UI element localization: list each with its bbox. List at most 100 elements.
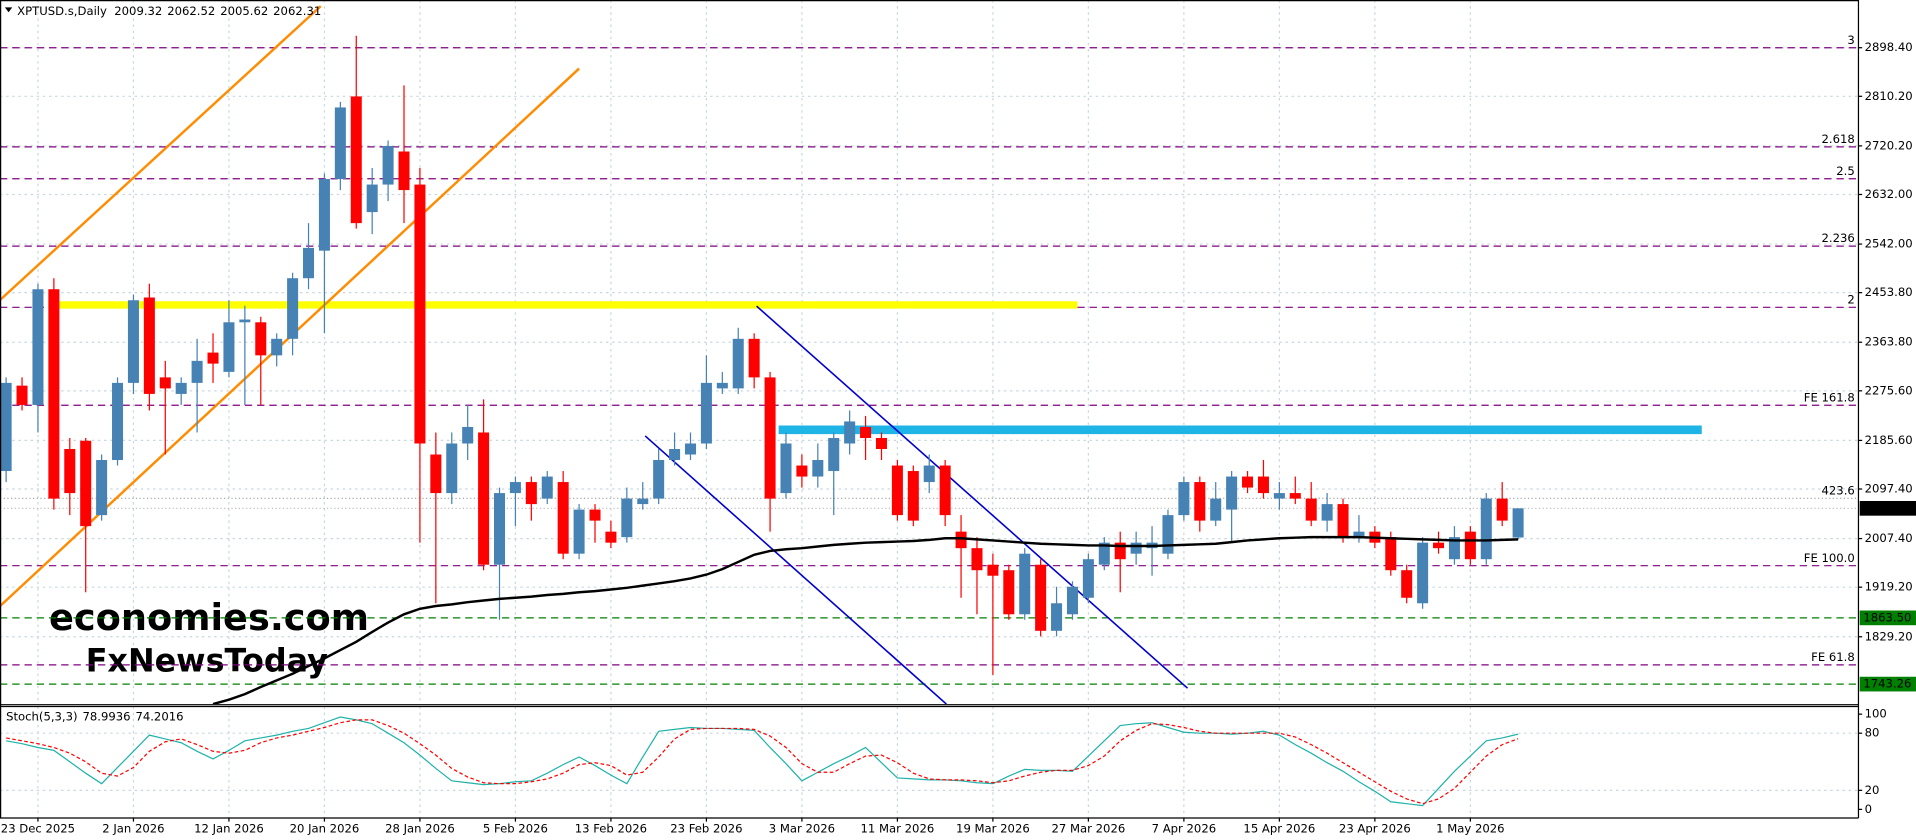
candle-body [1051, 603, 1063, 631]
candle-body [1226, 476, 1238, 510]
candle-body [1401, 570, 1413, 598]
x-tick-label: 23 Apr 2026 [1339, 821, 1411, 835]
y-tick-label: 2453.80 [1865, 285, 1913, 299]
candle-body [557, 482, 569, 554]
candle-body [1321, 504, 1333, 521]
candle-body [32, 289, 44, 405]
candle-body [112, 382, 124, 461]
candle-body [159, 377, 171, 389]
y-tick-label: 2007.40 [1865, 531, 1913, 545]
candle-body [1433, 542, 1445, 549]
level-label: 1743.26 [1863, 677, 1911, 691]
x-tick-label: 7 Apr 2026 [1152, 821, 1216, 835]
candle-body [987, 564, 999, 576]
watermark: FxNewsToday [86, 641, 328, 679]
x-tick-label: 12 Jan 2026 [194, 821, 264, 835]
candle-body [96, 460, 108, 516]
stochastic [6, 716, 1519, 807]
candle-body [80, 440, 92, 527]
candle-body [812, 460, 824, 477]
candle-body [430, 454, 442, 494]
candle-body [462, 426, 474, 444]
price-box [1859, 500, 1916, 516]
y-tick-label: 2363.80 [1865, 335, 1913, 349]
y-tick-label: 1829.20 [1865, 629, 1913, 643]
candle-body [828, 437, 840, 472]
level-label: 3 [1847, 33, 1854, 47]
candle-body [1496, 498, 1508, 521]
candle-body [1512, 508, 1524, 538]
channel-line [0, 5, 322, 301]
candle-body [669, 449, 681, 461]
candle-body [621, 498, 633, 538]
candle-body [939, 465, 951, 516]
candle-body [684, 443, 697, 455]
x-tick-label: 20 Jan 2026 [290, 821, 360, 835]
candle-body [732, 338, 744, 389]
candle-body [844, 421, 856, 444]
low-value: 2005.62 [220, 4, 268, 18]
candle-body [414, 184, 426, 444]
indicator-line [6, 716, 1519, 807]
x-tick-label: 1 May 2026 [1436, 821, 1504, 835]
channel-line [756, 305, 1189, 689]
candle-body [446, 443, 458, 494]
candle-body [764, 377, 776, 499]
candle-body [653, 460, 665, 499]
close-value: 2062.31 [273, 4, 321, 18]
candle-body [1194, 482, 1206, 521]
x-tick-label: 27 Mar 2026 [1052, 821, 1126, 835]
y-tick-label: 1919.20 [1865, 580, 1913, 594]
candle-body [573, 509, 585, 554]
indicator-line [6, 719, 1519, 805]
candle-body [478, 432, 490, 565]
candle-body [48, 289, 60, 499]
candle-body [955, 531, 967, 549]
candle-body [796, 465, 808, 477]
candle-body [1353, 531, 1365, 538]
candle-body [1130, 542, 1142, 554]
price-label: 2062.31 [1863, 501, 1911, 515]
candle-body [1464, 531, 1476, 560]
candle-body [318, 179, 330, 251]
y-tick-label: 2720.20 [1865, 138, 1913, 152]
candle-body [716, 382, 728, 389]
y-tick-label: 2185.60 [1865, 433, 1913, 447]
candle-body [1035, 564, 1047, 631]
candle-body [1019, 553, 1031, 615]
candle-body [891, 465, 903, 516]
x-tick-label: 2 Jan 2026 [102, 821, 164, 835]
candle-body [1003, 570, 1015, 615]
x-tick-label: 28 Jan 2026 [385, 821, 455, 835]
candle-body [1242, 476, 1254, 488]
candles [0, 35, 1524, 705]
candle-body [509, 482, 521, 494]
x-tick-label: 3 Mar 2026 [769, 821, 835, 835]
candle-body [271, 338, 283, 356]
candle-body [239, 319, 251, 323]
candle-body [1257, 476, 1269, 494]
candle-body [875, 437, 887, 450]
candle-body [637, 498, 649, 505]
candle-body [127, 300, 139, 383]
y-tick-label: 2810.20 [1865, 89, 1913, 103]
candle-body [1098, 542, 1110, 565]
candle-body [589, 509, 601, 521]
level-label: 423.6 [1822, 483, 1855, 497]
level-label: 1863.50 [1863, 610, 1911, 624]
candle-body [303, 247, 315, 279]
x-tick-label: 5 Feb 2026 [483, 821, 548, 835]
y-tick-label: 2632.00 [1865, 187, 1913, 201]
candle-body [605, 531, 617, 543]
indicator-header: Stoch(5,3,3) 78.9936 74.2016 [6, 709, 183, 723]
menu-arrow [4, 7, 13, 13]
candle-body [525, 482, 537, 505]
level-box [1859, 676, 1916, 692]
x-tick-label: 15 Apr 2026 [1243, 821, 1315, 835]
candle-body [1289, 493, 1301, 499]
